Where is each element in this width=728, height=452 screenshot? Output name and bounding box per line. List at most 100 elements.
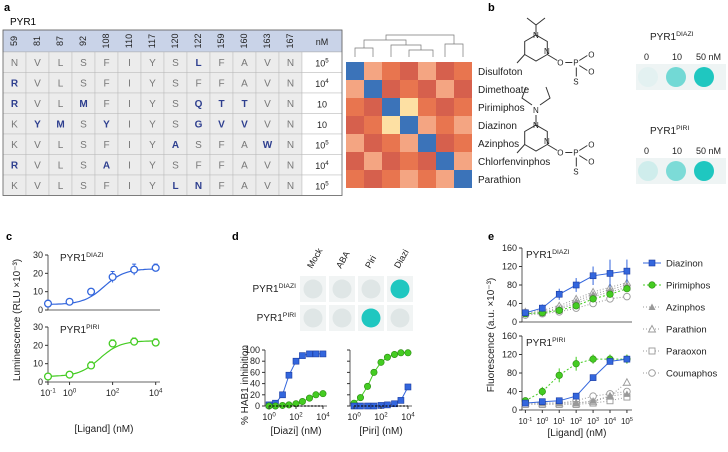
- atom-o: O: [588, 51, 594, 60]
- atom-n: N: [533, 106, 539, 115]
- residue: L: [58, 58, 64, 69]
- data-point: [623, 355, 631, 363]
- y-tick-label: 0: [512, 317, 517, 327]
- data-point: [572, 392, 580, 400]
- data-point: [285, 371, 293, 379]
- heatmap-cell: [418, 134, 436, 152]
- assay-spot: [361, 308, 381, 328]
- residue: F: [218, 78, 224, 89]
- data-point: [555, 306, 563, 315]
- panel-e-label: e: [488, 231, 494, 243]
- data-point: [356, 394, 364, 402]
- panel-c-title-0: PYR1DIAZI: [60, 252, 104, 264]
- x-tick-label-sup: 1: [562, 417, 565, 423]
- compound-label: Parathion: [478, 175, 521, 186]
- panel-a-label: a: [4, 2, 11, 14]
- x-tick-label-base: 10: [262, 412, 272, 422]
- residue: S: [80, 140, 87, 151]
- data-point: [298, 398, 306, 406]
- data-point: [589, 290, 597, 298]
- residue: K: [11, 119, 18, 130]
- residue: S: [80, 58, 87, 69]
- residue: Y: [149, 119, 156, 130]
- data-point: [377, 358, 385, 366]
- panel-d-row-1-sup: PIRI: [283, 312, 296, 319]
- fluorescence-spot: [638, 161, 658, 181]
- heatmap-cell: [364, 98, 382, 116]
- residue: V: [34, 58, 41, 69]
- data-point: [397, 349, 405, 357]
- heatmap-cell: [454, 80, 472, 98]
- x-tick-label: 103: [587, 417, 599, 426]
- data-point: [572, 360, 580, 368]
- panel-e-title-1-sup: PIRI: [552, 337, 565, 344]
- receptor-label-piri: PYR1PIRI: [650, 125, 689, 137]
- nm-value: 105: [315, 140, 329, 151]
- x-tick-label: 102: [106, 387, 120, 398]
- x-tick-label-base: 10: [536, 417, 545, 426]
- position-header: 120: [170, 33, 180, 48]
- data-point: [539, 304, 546, 312]
- data-point: [589, 397, 597, 404]
- y-tick-label: 30: [33, 250, 43, 260]
- data-point: [130, 337, 139, 346]
- y-tick-label: 20: [250, 390, 260, 400]
- panel-e-xlabel: [Ligand] (nM): [548, 428, 607, 439]
- data-point: [606, 392, 614, 400]
- residue: I: [128, 181, 131, 192]
- panel-e-title-0-sup: DIAZI: [552, 249, 569, 256]
- dose-label: 0: [644, 52, 649, 62]
- position-header: 159: [216, 33, 226, 48]
- data-point: [285, 401, 293, 409]
- residue: Y: [149, 160, 156, 171]
- data-point: [87, 287, 96, 296]
- heatmap-cell: [400, 134, 418, 152]
- residue: S: [80, 119, 87, 130]
- x-tick-label: 102: [570, 417, 582, 426]
- x-tick-label: 100: [262, 411, 276, 422]
- panel-e: 04080120160PYR1DIAZI04080120160PYR1PIRI1…: [486, 243, 717, 439]
- residue: M: [56, 119, 64, 130]
- fluorescence-spot: [694, 161, 714, 181]
- heatmap-cell: [346, 80, 364, 98]
- data-point: [522, 309, 529, 317]
- fluorescence-spot: [694, 67, 714, 87]
- data-point: [572, 302, 580, 310]
- x-tick-label-base: 10: [519, 417, 528, 426]
- residue: F: [195, 78, 201, 89]
- heatmap-cell: [418, 98, 436, 116]
- residue: Q: [195, 99, 203, 110]
- data-point: [647, 324, 657, 333]
- position-header: 163: [262, 33, 272, 48]
- residue: Y: [103, 119, 110, 130]
- panel-c-ylabel: Luminescence (RLU ×10⁻³): [12, 259, 23, 381]
- residue: F: [218, 140, 224, 151]
- heatmap-cell: [418, 80, 436, 98]
- data-point: [364, 382, 372, 390]
- heatmap-cell: [454, 116, 472, 134]
- x-tick-label: 104: [316, 411, 330, 422]
- legend-label: Diazinon: [666, 259, 703, 270]
- dose-label: 10: [672, 146, 682, 156]
- residue: M: [79, 99, 87, 110]
- heatmap-cell: [436, 80, 454, 98]
- x-tick-label: 102: [289, 411, 303, 422]
- panel-d-label: d: [232, 231, 239, 243]
- receptor-label-diazi-base: PYR1: [650, 32, 677, 43]
- atom-o: O: [557, 149, 563, 158]
- dose-label: 10: [672, 52, 682, 62]
- assay-spot: [332, 279, 352, 299]
- data-point: [384, 401, 391, 409]
- data-point: [606, 270, 614, 277]
- residue: V: [264, 58, 271, 69]
- heatmap-cell: [418, 62, 436, 80]
- column-label: Mock: [305, 246, 325, 270]
- data-point: [299, 352, 306, 359]
- residue: N: [287, 99, 294, 110]
- nm-value-sup: 4: [325, 78, 329, 85]
- x-tick-label-sup: 4: [411, 411, 415, 418]
- heatmap-cell: [436, 134, 454, 152]
- data-point: [43, 372, 53, 381]
- atom-o: O: [588, 158, 594, 167]
- residue: W: [263, 140, 273, 151]
